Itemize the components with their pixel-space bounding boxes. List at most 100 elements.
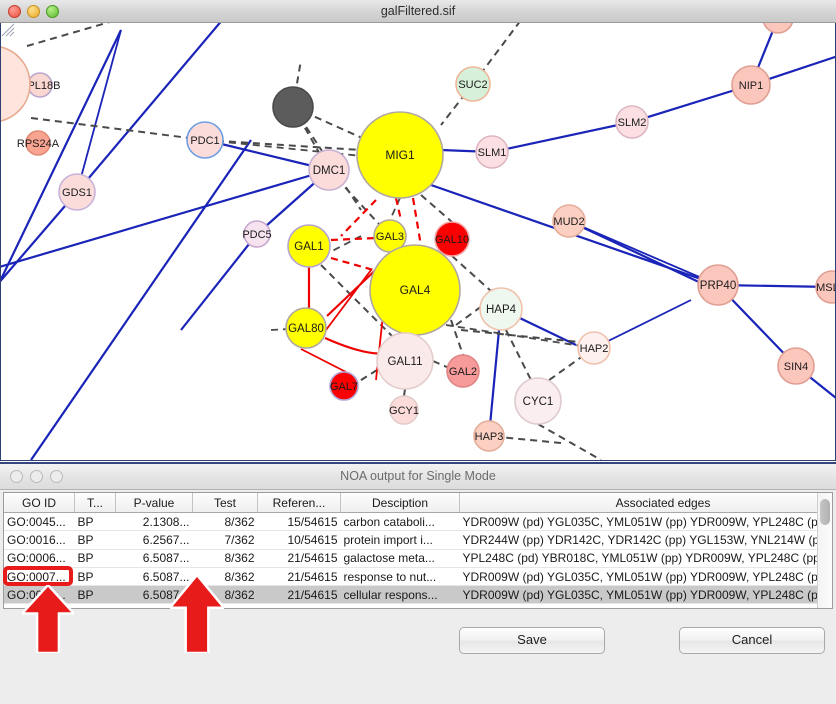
edge-dash-gal1-gal11[interactable]	[320, 264, 402, 346]
graph-node-HAP4[interactable]: HAP4	[479, 287, 523, 331]
column-header-p-value[interactable]: P-value	[115, 493, 193, 513]
table-row[interactable]: GO:0006... BP 6.5087... 8/362 21/54615 galact…	[4, 549, 832, 568]
table-row[interactable]: GO:0031... BP 6.5087... 8/362 21/54615 cellul…	[4, 585, 832, 605]
column-header-description[interactable]: Desciption	[340, 493, 460, 513]
table-vertical-scrollbar[interactable]	[817, 493, 832, 608]
edge-dash-suc2-mig1[interactable]	[440, 83, 474, 126]
edge[interactable]	[76, 29, 122, 193]
graph-node-GAL7[interactable]: GAL7	[329, 371, 359, 401]
graph-node-HAP2[interactable]: HAP2	[577, 331, 611, 365]
edge-mud2-prp40[interactable]	[568, 220, 702, 284]
edge-slm1-slm2[interactable]	[491, 120, 633, 154]
edge-dash-cyc1-down[interactable]	[537, 423, 602, 460]
node-circle[interactable]	[287, 224, 331, 268]
close-icon[interactable]	[8, 5, 21, 18]
cancel-button[interactable]: Cancel	[679, 627, 825, 654]
node-circle[interactable]	[285, 307, 327, 349]
node-circle[interactable]	[577, 331, 611, 365]
edge[interactable]	[204, 139, 402, 161]
edge[interactable]	[445, 324, 595, 349]
graph-node-GDS1[interactable]: GDS1	[58, 173, 96, 211]
graph-node-GAL3[interactable]: GAL3	[373, 219, 407, 253]
column-header-associated-edges[interactable]: Associated edges	[459, 493, 832, 513]
edge-dash-pdc1-mig1[interactable]	[204, 139, 362, 151]
node-circle[interactable]	[243, 220, 271, 248]
graph-node-GAL2[interactable]: GAL2	[446, 354, 480, 388]
node-circle[interactable]	[731, 65, 771, 105]
edge-backbone-left2[interactable]	[30, 139, 252, 460]
graph-node-GCY1[interactable]: GCY1	[389, 395, 419, 425]
node-circle[interactable]	[389, 395, 419, 425]
node-circle[interactable]	[272, 86, 314, 128]
close-icon[interactable]	[10, 470, 23, 483]
graph-node-TOPRIGHT[interactable]	[763, 23, 793, 34]
node-circle[interactable]	[473, 420, 505, 452]
graph-node-GAL4[interactable]: GAL4	[369, 244, 461, 336]
column-header-type[interactable]: T...	[74, 493, 116, 513]
graph-node-MIG1[interactable]: MIG1	[356, 111, 444, 199]
minimize-icon[interactable]	[30, 470, 43, 483]
node-circle[interactable]	[815, 270, 836, 304]
graph-node-GAL1[interactable]: GAL1	[287, 224, 331, 268]
node-circle[interactable]	[329, 371, 359, 401]
edge-gds1-left[interactable]	[1, 191, 78, 292]
node-circle[interactable]	[763, 23, 793, 34]
column-header-test[interactable]: Test	[192, 493, 258, 513]
edge[interactable]	[300, 348, 347, 373]
node-circle[interactable]	[25, 130, 51, 156]
node-circle[interactable]	[1, 46, 31, 122]
graph-node-GAL11[interactable]: GAL11	[376, 332, 434, 390]
edge-red-mig1-gal4[interactable]	[411, 197, 423, 247]
save-button[interactable]: Save	[459, 627, 605, 654]
scrollbar-thumb[interactable]	[820, 499, 830, 525]
edge-slm2-nip1[interactable]	[631, 83, 752, 124]
table-row[interactable]: GO:0007... BP 6.5087... 8/362 21/54615 respon…	[4, 567, 832, 587]
edge-dash-dark-up[interactable]	[292, 59, 302, 108]
minimize-icon[interactable]	[27, 5, 40, 18]
edge-pdc1-dmc1[interactable]	[204, 138, 330, 172]
edge[interactable]	[389, 197, 401, 221]
edge-dash-gal4-hap4[interactable]	[455, 291, 502, 326]
resize-grip-icon[interactable]	[1, 23, 15, 37]
node-circle[interactable]	[434, 221, 470, 257]
graph-node-RPS24A[interactable]: RPS24A	[17, 130, 60, 156]
graph-node-DARK[interactable]	[272, 86, 314, 128]
node-circle[interactable]	[479, 287, 523, 331]
edge-red-mig1-gal1path[interactable]	[340, 199, 377, 237]
edge[interactable]	[325, 269, 372, 331]
node-circle[interactable]	[455, 66, 491, 102]
zoom-icon[interactable]	[50, 470, 63, 483]
edge-backbone-left[interactable]	[1, 29, 122, 300]
graph-node-PDC5[interactable]: PDC5	[242, 220, 272, 248]
column-header-reference[interactable]: Referen...	[257, 493, 341, 513]
node-circle[interactable]	[552, 204, 586, 238]
node-circle[interactable]	[308, 149, 350, 191]
graph-node-BIGLEFT[interactable]	[1, 46, 31, 122]
edge-gds1-up[interactable]	[76, 23, 256, 193]
node-circle[interactable]	[777, 347, 815, 385]
edge-dash-left-pdc1[interactable]	[30, 117, 206, 141]
edge[interactable]	[593, 299, 692, 349]
graph-node-SUC2[interactable]: SUC2	[455, 66, 491, 102]
node-circle[interactable]	[475, 135, 509, 169]
node-circle[interactable]	[376, 332, 434, 390]
graph-node-SLM2[interactable]: SLM2	[615, 105, 649, 139]
noa-results-table-container[interactable]: GO ID T... P-value Test Referen... Desci…	[3, 492, 833, 609]
edge-dash-topleft[interactable]	[26, 23, 151, 47]
table-row[interactable]: GO:0065...BP8.0614...94/3627260/54...bio…	[4, 603, 832, 608]
edge-left-dmc1[interactable]	[1, 168, 330, 270]
graph-node-GAL10[interactable]: GAL10	[434, 221, 470, 257]
node-circle[interactable]	[446, 354, 480, 388]
graph-node-MUD2[interactable]: MUD2	[552, 204, 586, 238]
node-circle[interactable]	[697, 264, 739, 306]
column-header-go-id[interactable]: GO ID	[4, 493, 75, 513]
graph-node-GAL80[interactable]: GAL80	[285, 307, 327, 349]
table-row[interactable]: GO:0016... BP 6.2567... 7/362 10/54615 protei…	[4, 530, 832, 550]
zoom-icon[interactable]	[46, 5, 59, 18]
node-circle[interactable]	[186, 121, 224, 159]
edge-pdc5-down[interactable]	[180, 233, 258, 331]
table-row[interactable]: GO:0045... BP 2.1308... 8/362 15/54615 carbon…	[4, 512, 832, 532]
edge-dash-gal4-hap2[interactable]	[460, 329, 580, 343]
graph-node-HAP3[interactable]: HAP3	[473, 420, 505, 452]
edge-dash-gal11-gcy1[interactable]	[403, 388, 406, 397]
